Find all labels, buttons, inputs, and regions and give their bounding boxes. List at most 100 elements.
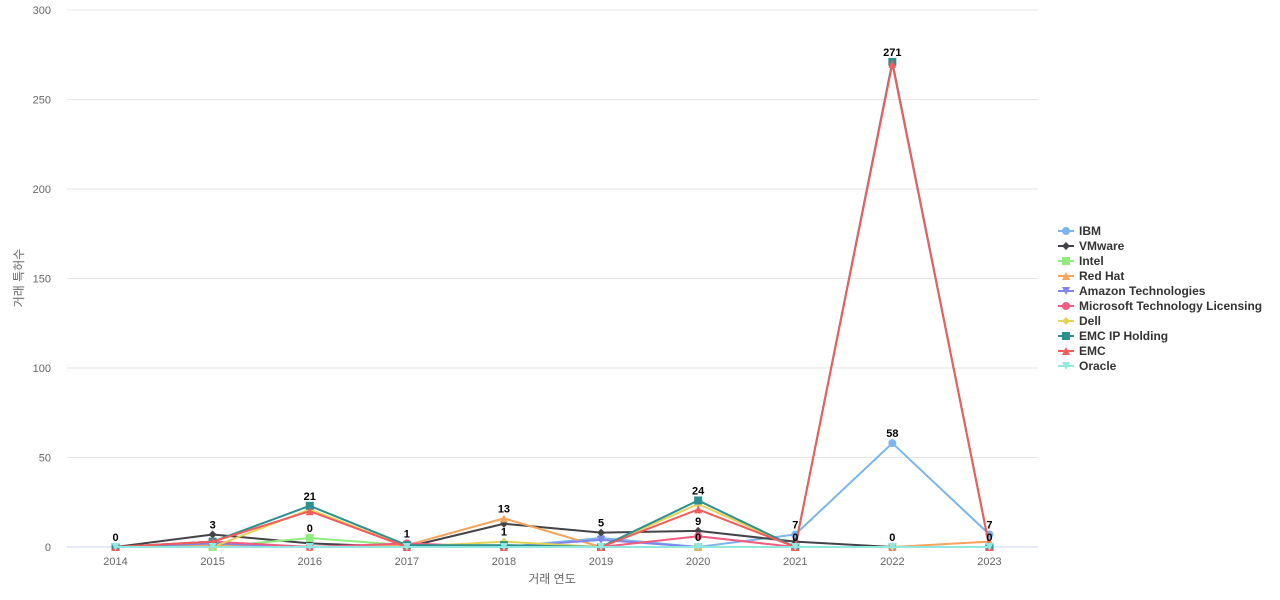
data-label: 271 [883, 47, 901, 59]
legend-label: Intel [1079, 254, 1104, 268]
legend-marker [1062, 227, 1070, 235]
x-tick-label: 2014 [103, 556, 127, 568]
data-label: 0 [986, 532, 992, 544]
x-tick-label: 2015 [200, 556, 224, 568]
series-oracle [111, 543, 994, 551]
legend-marker [1062, 317, 1070, 325]
series-emc-ip-holding [111, 57, 994, 551]
x-axis-title: 거래 연도 [528, 572, 576, 586]
data-point[interactable] [694, 505, 703, 514]
data-point[interactable] [305, 534, 314, 543]
data-label: 0 [307, 523, 313, 535]
data-label: 7 [986, 519, 992, 531]
y-axis-title: 거래 특허수 [12, 249, 26, 308]
legend-marker [1062, 347, 1070, 355]
data-label: 0 [695, 532, 701, 544]
legend-label: Amazon Technologies [1079, 284, 1206, 298]
data-label: 0 [112, 532, 118, 544]
data-label: 13 [498, 503, 510, 515]
y-tick-label: 100 [33, 363, 51, 375]
data-label: 1 [404, 528, 410, 540]
x-tick-label: 2019 [589, 556, 613, 568]
y-tick-label: 50 [39, 453, 51, 465]
data-point[interactable] [597, 528, 606, 537]
x-tick-label: 2020 [686, 556, 710, 568]
data-point[interactable] [499, 543, 508, 551]
x-tick-label: 2023 [977, 556, 1001, 568]
data-point[interactable] [305, 501, 314, 510]
data-point[interactable] [305, 543, 314, 551]
legend-marker [1062, 257, 1070, 265]
data-point[interactable] [305, 507, 314, 516]
legend-item[interactable]: VMware [1058, 239, 1125, 253]
data-label: 1 [501, 527, 507, 539]
data-point[interactable] [208, 543, 217, 551]
data-label: 24 [692, 485, 705, 497]
y-axis-ticks: 0 50 100 150 200 250 300 [33, 5, 51, 554]
y-tick-label: 150 [33, 274, 51, 286]
legend-item[interactable]: Dell [1058, 314, 1101, 328]
legend-item[interactable]: Amazon Technologies [1058, 284, 1206, 298]
legend-label: VMware [1079, 239, 1125, 253]
legend-item[interactable]: Red Hat [1058, 269, 1124, 283]
legend-label: Dell [1079, 314, 1101, 328]
data-point[interactable] [694, 496, 703, 505]
legend-label: Red Hat [1079, 269, 1124, 283]
data-point[interactable] [694, 532, 703, 541]
data-point[interactable] [791, 543, 800, 551]
legend-marker [1062, 287, 1070, 295]
y-tick-label: 250 [33, 95, 51, 107]
data-point[interactable] [888, 59, 897, 68]
data-label: 58 [886, 428, 898, 440]
data-point[interactable] [208, 530, 217, 539]
data-point[interactable] [111, 543, 120, 551]
data-point[interactable] [888, 439, 897, 448]
data-point[interactable] [597, 543, 606, 551]
legend-label: EMC IP Holding [1079, 329, 1168, 343]
x-tick-label: 2018 [492, 556, 516, 568]
legend-item[interactable]: EMC [1058, 344, 1106, 358]
y-tick-label: 0 [45, 542, 51, 554]
data-label: 5 [598, 518, 604, 530]
y-tick-label: 300 [33, 5, 51, 17]
x-tick-label: 2021 [783, 556, 807, 568]
series-lines [111, 57, 994, 551]
data-label: 9 [695, 516, 701, 528]
legend-marker [1062, 272, 1070, 280]
y-tick-label: 200 [33, 184, 51, 196]
legend-marker [1062, 362, 1070, 370]
legend-label: IBM [1079, 224, 1101, 238]
x-tick-label: 2022 [880, 556, 904, 568]
series-emc [111, 59, 994, 551]
legend-marker [1062, 332, 1070, 340]
x-tick-label: 2017 [395, 556, 419, 568]
legend-item[interactable]: IBM [1058, 224, 1101, 238]
data-label: 0 [889, 532, 895, 544]
series-line [115, 522, 990, 548]
data-label: 21 [304, 491, 316, 503]
gridlines [67, 9, 1038, 548]
data-point[interactable] [402, 543, 411, 551]
data-label: 7 [792, 519, 798, 531]
data-point[interactable] [499, 514, 508, 523]
legend-item[interactable]: Intel [1058, 254, 1104, 268]
legend-label: Microsoft Technology Licensing [1079, 299, 1262, 313]
data-point[interactable] [888, 543, 897, 551]
legend-marker [1062, 302, 1070, 310]
legend-item[interactable]: Oracle [1058, 359, 1117, 373]
x-tick-label: 2016 [298, 556, 322, 568]
legend-label: Oracle [1079, 359, 1117, 373]
x-axis-ticks: 2014 2015 2016 2017 2018 2019 2020 2021 2022 2023 [103, 556, 1001, 568]
legend-item[interactable]: Microsoft Technology Licensing [1058, 299, 1262, 313]
data-label: 0 [792, 532, 798, 544]
data-label: 3 [210, 519, 216, 531]
data-point[interactable] [597, 535, 606, 544]
legend-item[interactable]: EMC IP Holding [1058, 329, 1168, 343]
legend-label: EMC [1079, 344, 1106, 358]
data-point[interactable] [694, 543, 703, 551]
data-point[interactable] [985, 543, 994, 551]
legend-marker [1062, 242, 1070, 250]
